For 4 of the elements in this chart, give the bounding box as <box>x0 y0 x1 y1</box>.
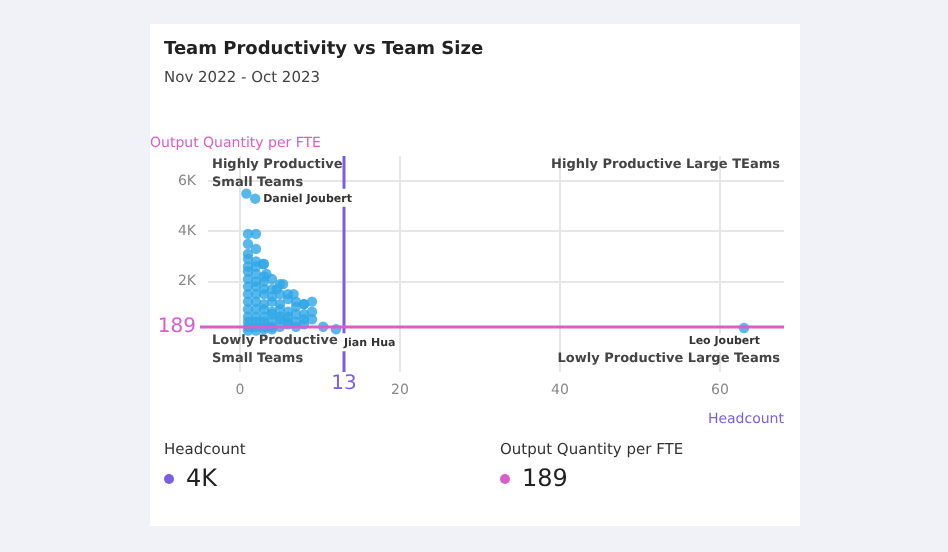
ref-line-label: 189 <box>157 316 196 339</box>
text: 189 <box>522 464 568 492</box>
chart-title: Team Productivity vs Team Size <box>164 40 484 60</box>
ref-line-label: 13 <box>331 373 357 396</box>
